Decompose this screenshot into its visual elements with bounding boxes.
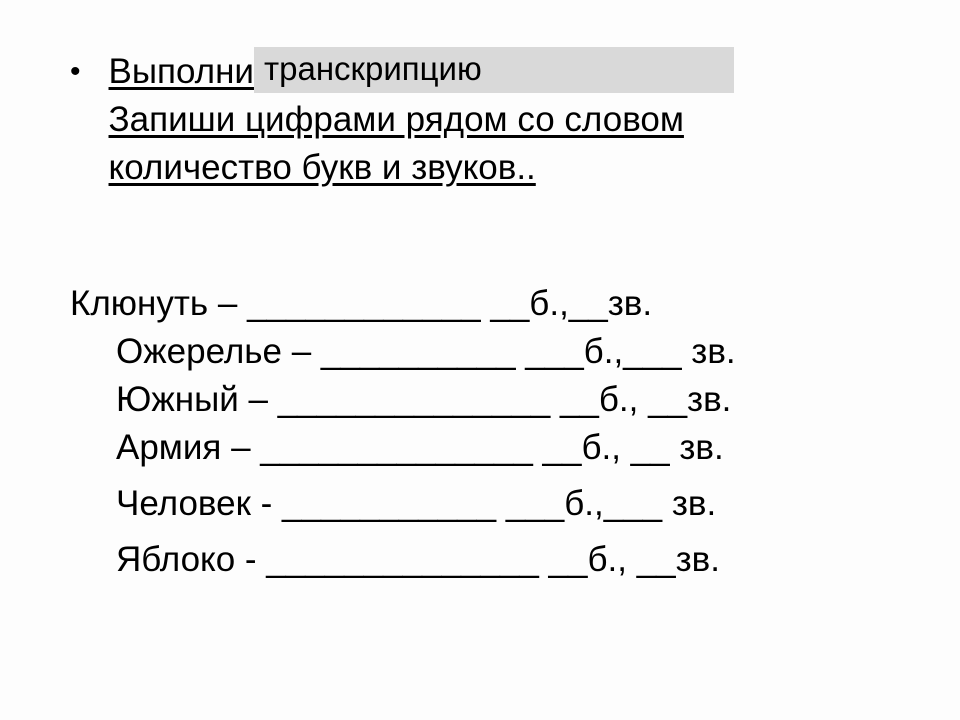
exercise-row: Клюнуть – ____________ __б.,__зв. — [70, 280, 900, 328]
exercise-row: Человек - ___________ ___б.,___ зв. — [70, 480, 900, 528]
exercise-row: Яблоко - ______________ __б., __зв. — [70, 536, 900, 584]
heading-prefix: Выполни — [109, 52, 254, 91]
exercise-block: Клюнуть – ____________ __б.,__зв.Ожерель… — [70, 280, 900, 584]
bullet-dot: • — [70, 48, 81, 96]
exercise-row: Южный – ______________ __б., __зв. — [70, 376, 900, 424]
slide: транскрипцию • Выполни звукобуквенный ан… — [0, 0, 960, 720]
exercise-row: Ожерелье – __________ ___б.,___ зв. — [70, 328, 900, 376]
heading-line2: Запиши цифрами рядом со словом — [109, 100, 684, 139]
row-gap — [70, 528, 900, 536]
row-gap — [70, 472, 900, 480]
heading-line3: количество букв и звуков.. — [109, 148, 536, 187]
overlay-word: транскрипцию — [254, 47, 734, 93]
exercise-row: Армия – ______________ __б., __ зв. — [70, 424, 900, 472]
